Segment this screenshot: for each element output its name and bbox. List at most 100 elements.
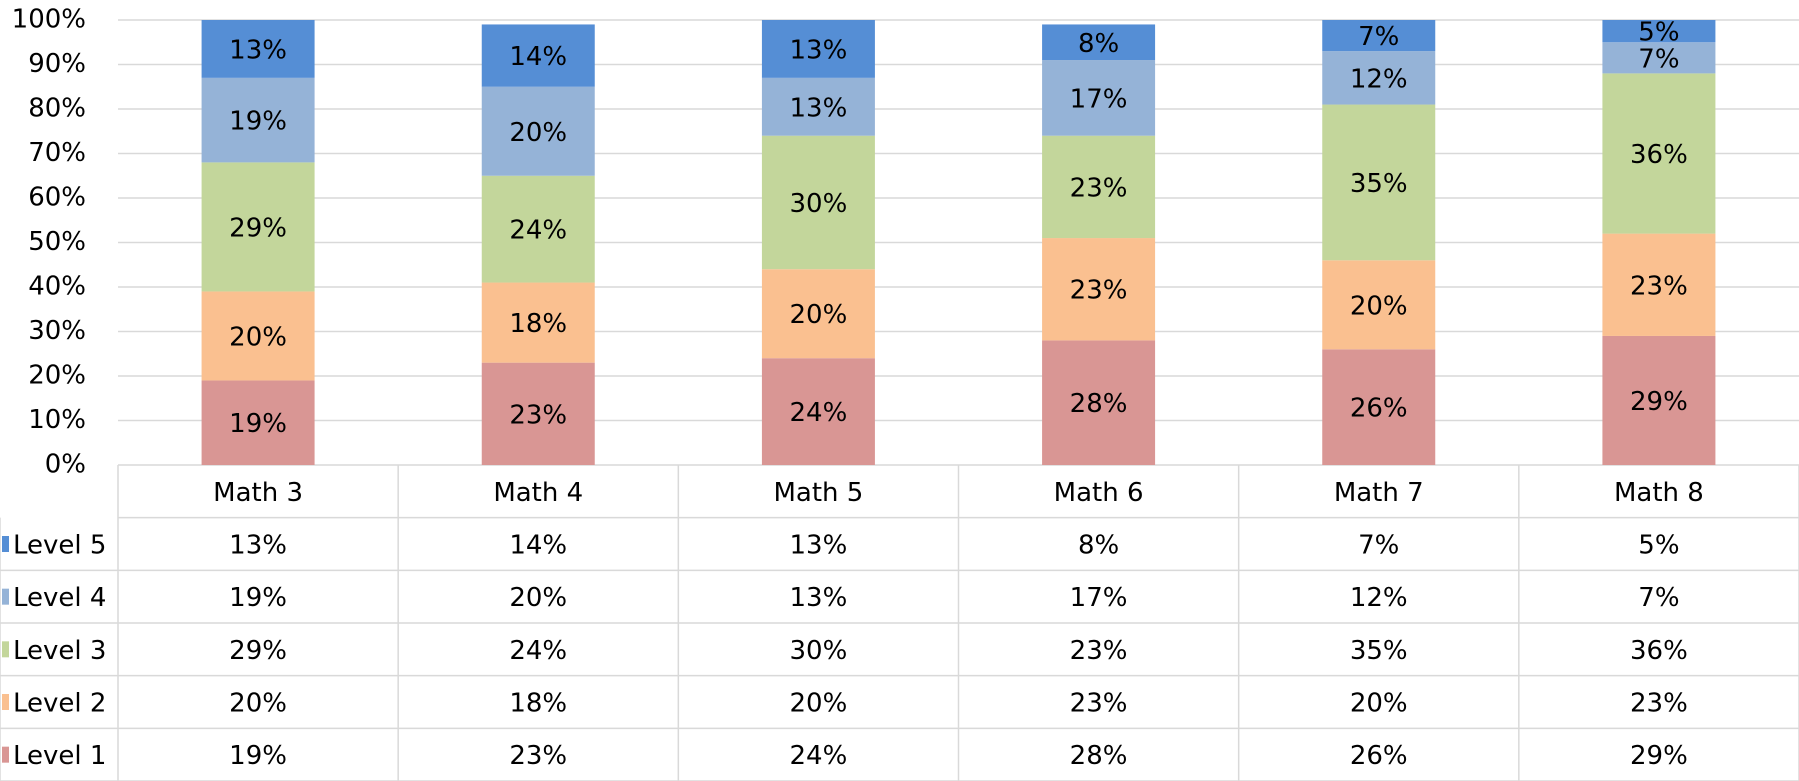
bar-segment: [201, 380, 315, 465]
y-tick-label: 80%: [28, 94, 86, 124]
bar-segment: [1602, 42, 1716, 74]
bar-segment: [1042, 60, 1156, 136]
bar-segment: [1042, 24, 1156, 61]
table-cell: 13%: [229, 531, 287, 561]
bar-segment: [1322, 349, 1436, 465]
table-cell: 23%: [1070, 689, 1128, 719]
bar-segment: [761, 135, 875, 270]
bar-segment: [1322, 260, 1436, 350]
table-cell: 5%: [1638, 531, 1679, 561]
legend-key: [2, 746, 9, 763]
legend-key: [2, 641, 9, 658]
legend-label: Level 3: [13, 636, 106, 666]
data-label: 20%: [229, 322, 287, 352]
table-cell: 30%: [790, 636, 848, 666]
data-label: 17%: [1070, 84, 1128, 114]
table-cell: 26%: [1350, 741, 1408, 771]
bar-segment: [1602, 335, 1716, 465]
bar-segment: [761, 358, 875, 465]
bar-segment: [481, 175, 595, 283]
table-cell: 29%: [229, 636, 287, 666]
table-cell: 12%: [1350, 583, 1408, 613]
y-tick-label: 20%: [28, 361, 86, 391]
y-tick-label: 60%: [28, 183, 86, 213]
table-cell: 13%: [790, 531, 848, 561]
table-cell: 20%: [229, 689, 287, 719]
data-label: 30%: [790, 189, 848, 219]
data-label: 5%: [1638, 18, 1679, 48]
bar-segment: [481, 282, 595, 363]
bar-segment: [1602, 20, 1716, 43]
table-cell: 19%: [229, 583, 287, 613]
data-label: 29%: [229, 213, 287, 243]
data-label: 24%: [790, 398, 848, 428]
x-tick-label: Math 8: [1614, 478, 1704, 508]
bar-segment: [201, 162, 315, 292]
data-label: 24%: [509, 216, 567, 246]
data-label: 7%: [1358, 22, 1399, 52]
data-label: 13%: [229, 35, 287, 65]
y-tick-label: 10%: [28, 405, 86, 435]
table-cell: 7%: [1638, 583, 1679, 613]
table-cell: 19%: [229, 741, 287, 771]
bar-segment: [761, 77, 875, 136]
data-label: 8%: [1078, 29, 1119, 59]
table-cell: 13%: [790, 583, 848, 613]
bar-segment: [201, 77, 315, 163]
x-tick-label: Math 3: [213, 478, 303, 508]
y-tick-label: 90%: [28, 49, 86, 79]
data-label: 18%: [509, 309, 567, 339]
bar-segment: [1322, 104, 1436, 261]
table-cell: 24%: [790, 741, 848, 771]
table-cell: 20%: [790, 689, 848, 719]
table-cell: 35%: [1350, 636, 1408, 666]
bar-segment: [1042, 340, 1156, 465]
y-tick-label: 40%: [28, 272, 86, 302]
table-cell: 29%: [1630, 741, 1688, 771]
table-cell: 28%: [1070, 741, 1128, 771]
data-label: 23%: [1070, 276, 1128, 306]
table-cell: 8%: [1078, 531, 1119, 561]
table-cell: 36%: [1630, 636, 1688, 666]
legend-label: Level 2: [13, 689, 106, 719]
bar-segment: [481, 24, 595, 87]
data-label: 20%: [1350, 291, 1408, 321]
table-cell: 23%: [1070, 636, 1128, 666]
data-label: 23%: [1070, 173, 1128, 203]
data-label: 36%: [1630, 140, 1688, 170]
table-cell: 23%: [509, 741, 567, 771]
data-label: 19%: [229, 107, 287, 137]
table-cell: 14%: [509, 531, 567, 561]
bar-segment: [201, 291, 315, 381]
table-cell: 20%: [509, 583, 567, 613]
y-tick-label: 70%: [28, 138, 86, 168]
data-label: 7%: [1638, 44, 1679, 74]
x-tick-label: Math 6: [1054, 478, 1144, 508]
bar-segment: [201, 20, 315, 78]
data-label: 19%: [229, 409, 287, 439]
x-tick-label: Math 4: [493, 478, 583, 508]
legend-key: [2, 588, 9, 605]
legend-label: Level 4: [13, 583, 106, 613]
x-tick-label: Math 7: [1334, 478, 1424, 508]
table-cell: 17%: [1070, 583, 1128, 613]
legend-label: Level 1: [13, 741, 106, 771]
bar-segment: [1322, 20, 1436, 52]
table-cell: 23%: [1630, 689, 1688, 719]
bar-segment: [1602, 73, 1716, 234]
y-tick-label: 0%: [45, 450, 86, 480]
data-label: 26%: [1350, 394, 1408, 424]
legend-key: [2, 694, 9, 710]
data-label: 13%: [790, 35, 848, 65]
bar-segment: [1042, 238, 1156, 341]
data-label: 23%: [1630, 271, 1688, 301]
legend-key: [2, 536, 9, 552]
y-tick-label: 30%: [28, 316, 86, 346]
legend-label: Level 5: [13, 531, 106, 561]
data-label: 20%: [509, 118, 567, 148]
y-tick-label: 100%: [12, 5, 86, 35]
data-label: 28%: [1070, 389, 1128, 419]
table-cell: 18%: [509, 689, 567, 719]
data-label: 12%: [1350, 64, 1408, 94]
bar-segment: [481, 362, 595, 465]
